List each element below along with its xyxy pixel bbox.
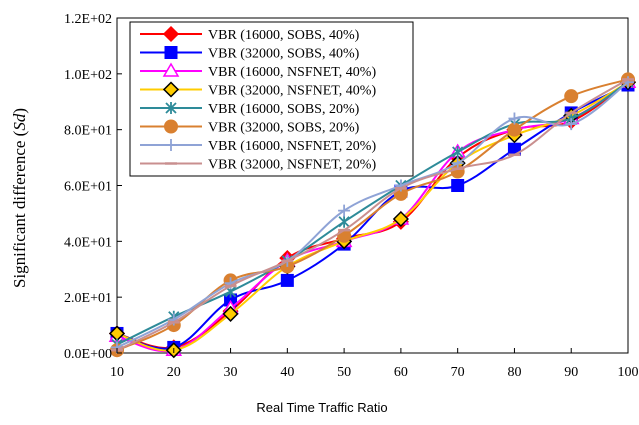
x-tick-label: 60 xyxy=(394,365,408,380)
series-line xyxy=(116,81,629,349)
y-axis-title: Significant difference (Sd) xyxy=(10,108,29,288)
series-line xyxy=(116,78,629,352)
x-tick-label: 100 xyxy=(618,365,639,380)
legend-label: VBR (32000, SOBS, 40%) xyxy=(208,47,360,62)
y-tick-label: 6.0E+01 xyxy=(64,180,112,195)
legend-label: VBR (32000, SOBS, 20%) xyxy=(208,121,360,136)
data-point xyxy=(507,122,522,137)
legend-marker xyxy=(162,62,180,77)
x-tick-label: 30 xyxy=(224,365,238,380)
legend-marker xyxy=(165,102,177,114)
x-tick-label: 10 xyxy=(110,365,124,380)
legend-marker xyxy=(162,25,180,43)
legend-label: VBR (32000, NSFNET, 40%) xyxy=(208,84,376,99)
data-point xyxy=(452,146,464,158)
series-layer xyxy=(108,72,637,359)
legend-marker xyxy=(164,46,178,59)
data-point xyxy=(280,273,294,287)
legend-entry: VBR (32000, SOBS, 20%) xyxy=(140,119,360,136)
y-tick-label: 1.0E+02 xyxy=(64,68,112,83)
legend: VBR (16000, SOBS, 40%) VBR (32000, SOBS, … xyxy=(129,21,414,177)
data-point xyxy=(338,215,350,228)
y-tick-label: 0.0E+00 xyxy=(64,347,112,362)
data-point xyxy=(338,204,351,217)
legend-label: VBR (32000, NSFNET, 20%) xyxy=(208,158,376,173)
legend-label: VBR (16000, NSFNET, 40%) xyxy=(208,65,376,80)
legend-marker xyxy=(162,81,180,98)
data-point xyxy=(565,118,578,131)
data-point xyxy=(564,89,579,104)
legend-marker xyxy=(165,139,177,151)
y-tick-label: 2.0E+01 xyxy=(64,291,112,306)
y-tick-label: 1.2E+02 xyxy=(64,12,112,27)
x-axis-title: Real Time Traffic Ratio xyxy=(256,400,387,415)
data-point xyxy=(222,305,239,322)
legend-entry: VBR (32000, SOBS, 40%) xyxy=(140,46,360,62)
data-point xyxy=(508,112,521,125)
legend-entry: VBR (32000, NSFNET, 20%) xyxy=(140,158,376,173)
legend-marker xyxy=(164,119,178,134)
legend-entry: VBR (16000, NSFNET, 40%) xyxy=(140,62,376,80)
legend-label: VBR (16000, SOBS, 40%) xyxy=(208,28,360,43)
series-8 xyxy=(111,78,634,352)
legend-label: VBR (16000, NSFNET, 20%) xyxy=(208,139,376,154)
series-line xyxy=(116,81,629,352)
legend-entry: VBR (16000, NSFNET, 20%) xyxy=(140,139,376,154)
legend-label: VBR (16000, SOBS, 20%) xyxy=(208,102,360,117)
axis-ticks: 0.0E+00 2.0E+01 4.0E+01 6.0E+01 8.0E+01 1.0E+… xyxy=(64,12,638,380)
x-tick-label: 50 xyxy=(337,365,351,380)
data-point xyxy=(451,179,465,192)
legend-entry: VBR (16000, SOBS, 20%) xyxy=(140,102,360,117)
x-tick-label: 90 xyxy=(564,365,578,380)
x-tick-label: 80 xyxy=(507,365,521,380)
legend-entry: VBR (16000, SOBS, 40%) xyxy=(140,25,360,43)
x-tick-label: 40 xyxy=(280,365,294,380)
data-point xyxy=(392,210,409,228)
y-tick-label: 4.0E+01 xyxy=(64,235,112,250)
legend-entry: VBR (32000, NSFNET, 40%) xyxy=(140,81,376,99)
data-point xyxy=(451,157,464,170)
y-tick-label: 8.0E+01 xyxy=(64,124,112,139)
x-tick-label: 20 xyxy=(167,365,181,380)
x-tick-label: 70 xyxy=(451,365,465,380)
